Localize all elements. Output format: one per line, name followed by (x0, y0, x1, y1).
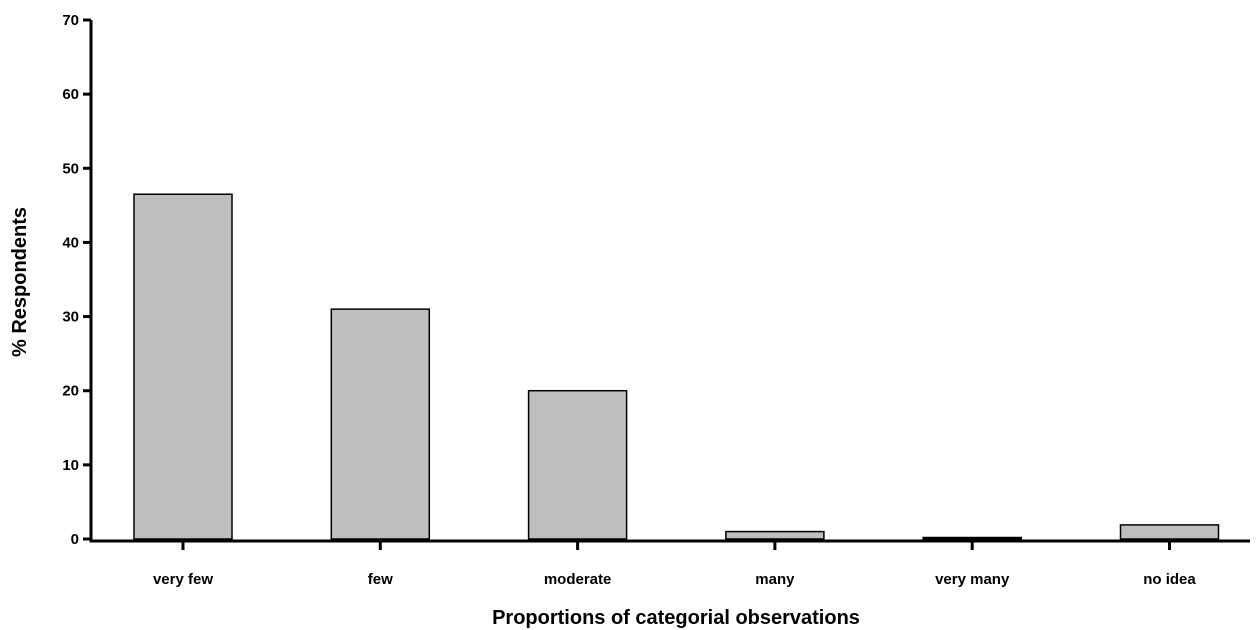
x-tick-label: moderate (544, 571, 612, 588)
bar-moderate (527, 389, 628, 540)
bar-very-few (133, 193, 233, 540)
y-tick-label: 10 (62, 457, 79, 474)
x-tick-label: very few (153, 571, 213, 588)
bars-group (133, 193, 1220, 540)
x-tick-label: many (755, 571, 795, 588)
bar-no-idea (1119, 524, 1220, 540)
y-tick-label: 20 (62, 383, 79, 400)
x-axis-title: Proportions of categorial observations (492, 607, 860, 629)
bar-many (725, 530, 825, 540)
y-tick-label: 0 (71, 531, 79, 548)
x-tick-label: very many (935, 571, 1010, 588)
x-tick-label: no idea (1143, 571, 1196, 588)
y-tick-label: 60 (62, 86, 79, 103)
bar-very-many (922, 536, 1022, 540)
y-axis-title: % Respondents (9, 207, 31, 357)
y-tick-label: 70 (62, 12, 79, 29)
y-tick-label: 50 (62, 160, 79, 177)
bar-few (330, 308, 431, 540)
x-axis: very few few moderate many very many no idea (89, 539, 1250, 588)
y-axis: 0 10 20 30 40 50 60 70 (62, 12, 93, 548)
y-tick-label: 30 (62, 309, 79, 326)
x-tick-label: few (368, 571, 393, 588)
y-tick-label: 40 (62, 234, 79, 251)
